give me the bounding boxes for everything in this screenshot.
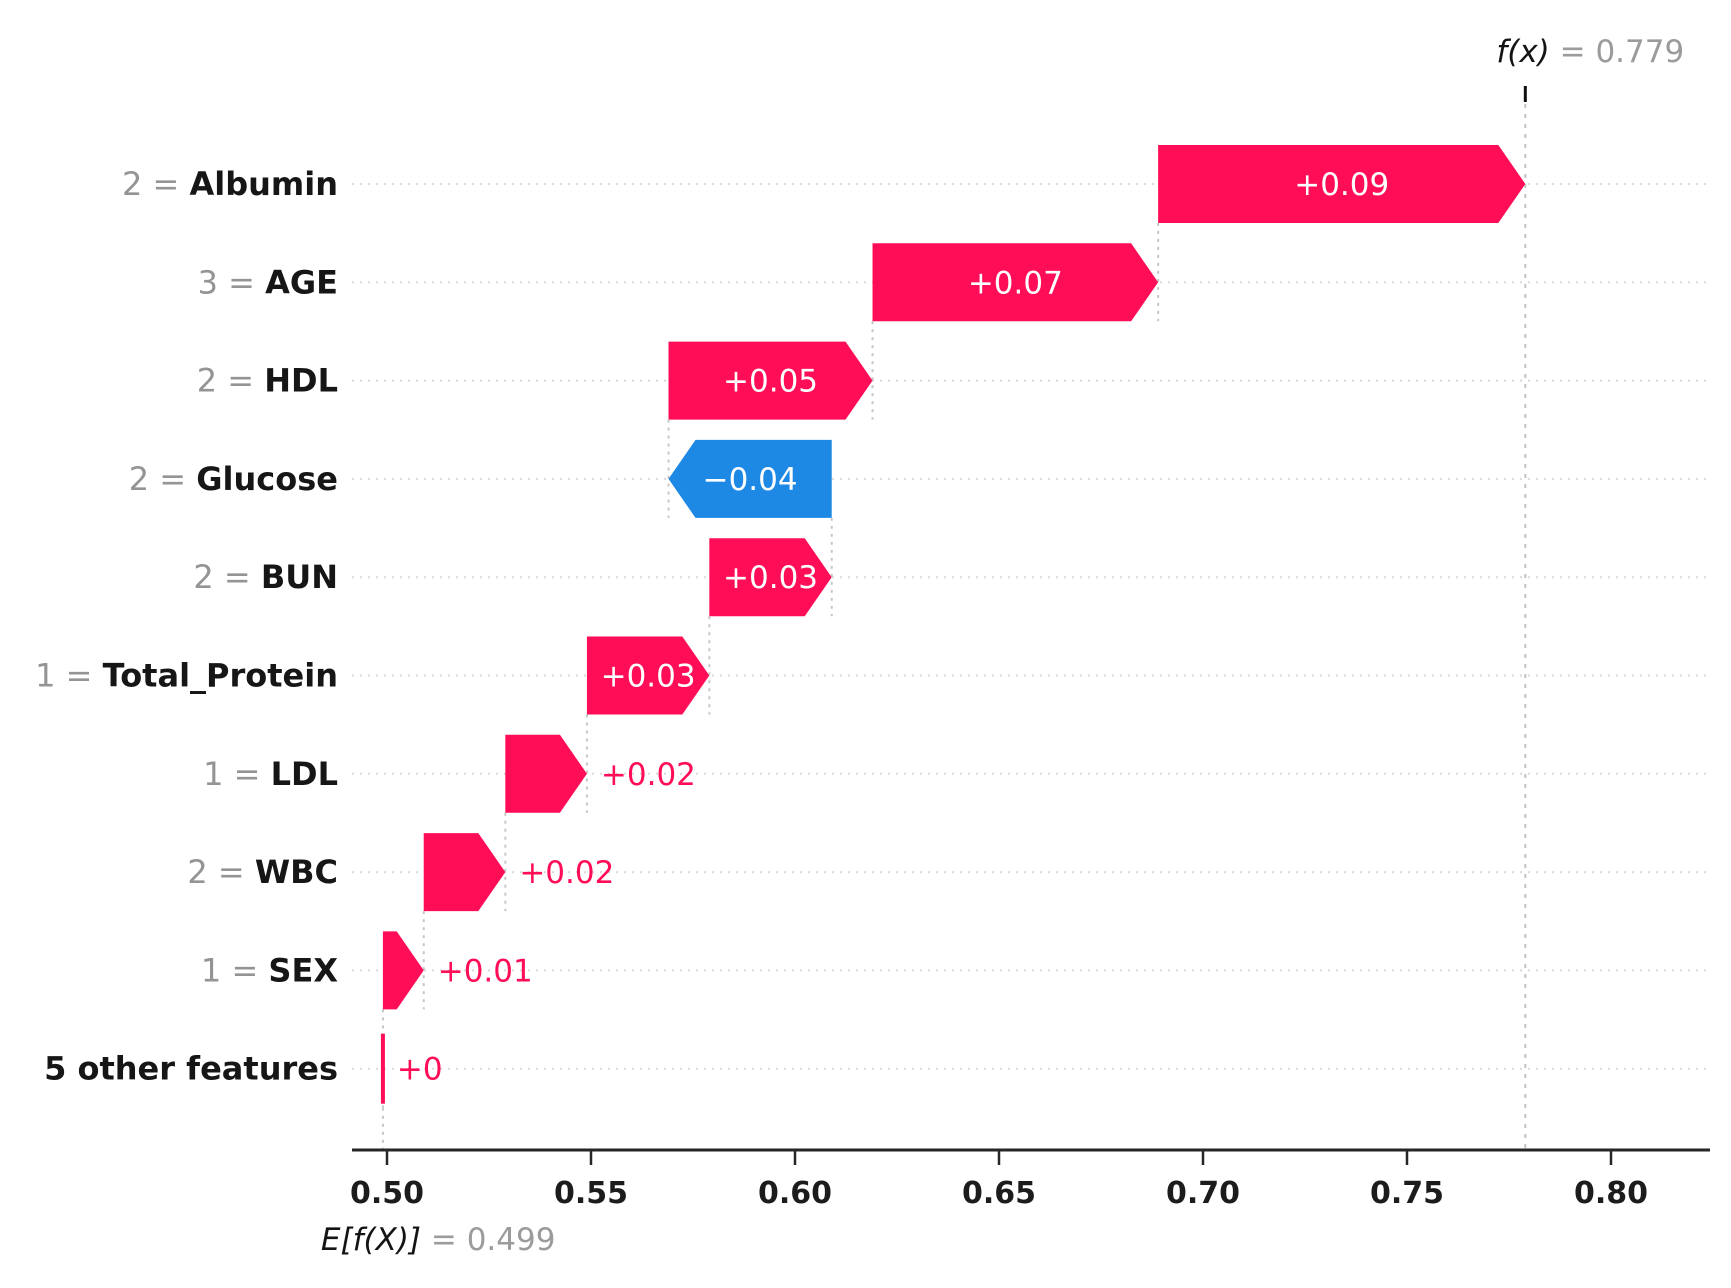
row-name-ldl: LDL xyxy=(271,755,338,793)
row-label-age: 3 = AGE xyxy=(198,263,338,301)
row-name-hdl: HDL xyxy=(264,362,338,400)
row-value-wbc: 2 = xyxy=(187,853,255,891)
row-value-glucose: 2 = xyxy=(129,460,197,498)
row-value-age: 3 = xyxy=(198,263,266,301)
x-tick-label-0.55: 0.55 xyxy=(554,1176,628,1211)
bar-albumin xyxy=(1158,145,1526,223)
bar-bun xyxy=(709,538,832,617)
bar-value-wbc: +0.02 xyxy=(519,855,614,891)
row-value-hdl: 2 = xyxy=(197,362,265,400)
bar-value-age: +0.07 xyxy=(968,265,1063,301)
row-label-wbc: 2 = WBC xyxy=(187,853,338,891)
row-label-ldl: 1 = LDL xyxy=(203,755,338,793)
x-tick-label-0.80: 0.80 xyxy=(1574,1176,1648,1211)
bar-5-other-features xyxy=(380,1033,385,1104)
bar-age xyxy=(872,243,1159,322)
x-tick-label-0.60: 0.60 xyxy=(758,1176,832,1211)
bar-value-ldl: +0.02 xyxy=(601,757,696,793)
bar-hdl xyxy=(668,341,873,420)
bar-wbc xyxy=(423,833,506,912)
row-label-glucose: 2 = Glucose xyxy=(129,460,338,498)
row-value-sex: 1 = xyxy=(201,951,269,989)
bar-sex xyxy=(382,931,424,1010)
fx-annotation: f(x) = 0.779 xyxy=(1496,34,1684,70)
row-label-5-other-features: 5 other features xyxy=(44,1050,338,1088)
row-label-sex: 1 = SEX xyxy=(201,951,338,989)
row-name-glucose: Glucose xyxy=(196,460,338,498)
bar-value-bun: +0.03 xyxy=(723,560,818,596)
row-name-albumin: Albumin xyxy=(189,165,338,203)
x-tick-label-0.70: 0.70 xyxy=(1166,1176,1240,1211)
row-name-sex: SEX xyxy=(268,951,338,989)
row-label-albumin: 2 = Albumin xyxy=(122,165,338,203)
row-value-ldl: 1 = xyxy=(203,755,271,793)
row-value-total-protein: 1 = xyxy=(35,657,103,695)
x-tick-label-0.50: 0.50 xyxy=(350,1176,424,1211)
row-name-age: AGE xyxy=(265,263,338,301)
row-label-hdl: 2 = HDL xyxy=(197,362,338,400)
row-name-bun: BUN xyxy=(261,558,338,596)
base-annotation: E[f(X)] = 0.499 xyxy=(321,1222,556,1258)
x-tick-label-0.75: 0.75 xyxy=(1370,1176,1444,1211)
bar-value-5-other-features: +0 xyxy=(397,1052,443,1088)
row-label-total-protein: 1 = Total_Protein xyxy=(35,657,338,695)
bar-value-sex: +0.01 xyxy=(438,953,533,989)
bar-value-glucose: −0.04 xyxy=(703,462,798,498)
bar-ldl xyxy=(505,734,587,813)
row-name-wbc: WBC xyxy=(255,853,338,891)
bar-value-hdl: +0.05 xyxy=(723,364,818,400)
bar-total-protein xyxy=(586,636,710,715)
bar-glucose xyxy=(668,439,832,518)
row-value-bun: 2 = xyxy=(193,558,261,596)
row-label-bun: 2 = BUN xyxy=(193,558,338,596)
bar-value-total-protein: +0.03 xyxy=(601,659,696,695)
row-value-albumin: 2 = xyxy=(122,165,190,203)
bar-value-albumin: +0.09 xyxy=(1294,167,1389,203)
row-name-5-other-features: 5 other features xyxy=(44,1050,338,1088)
x-tick-label-0.65: 0.65 xyxy=(962,1176,1036,1211)
row-name-total-protein: Total_Protein xyxy=(103,657,338,695)
